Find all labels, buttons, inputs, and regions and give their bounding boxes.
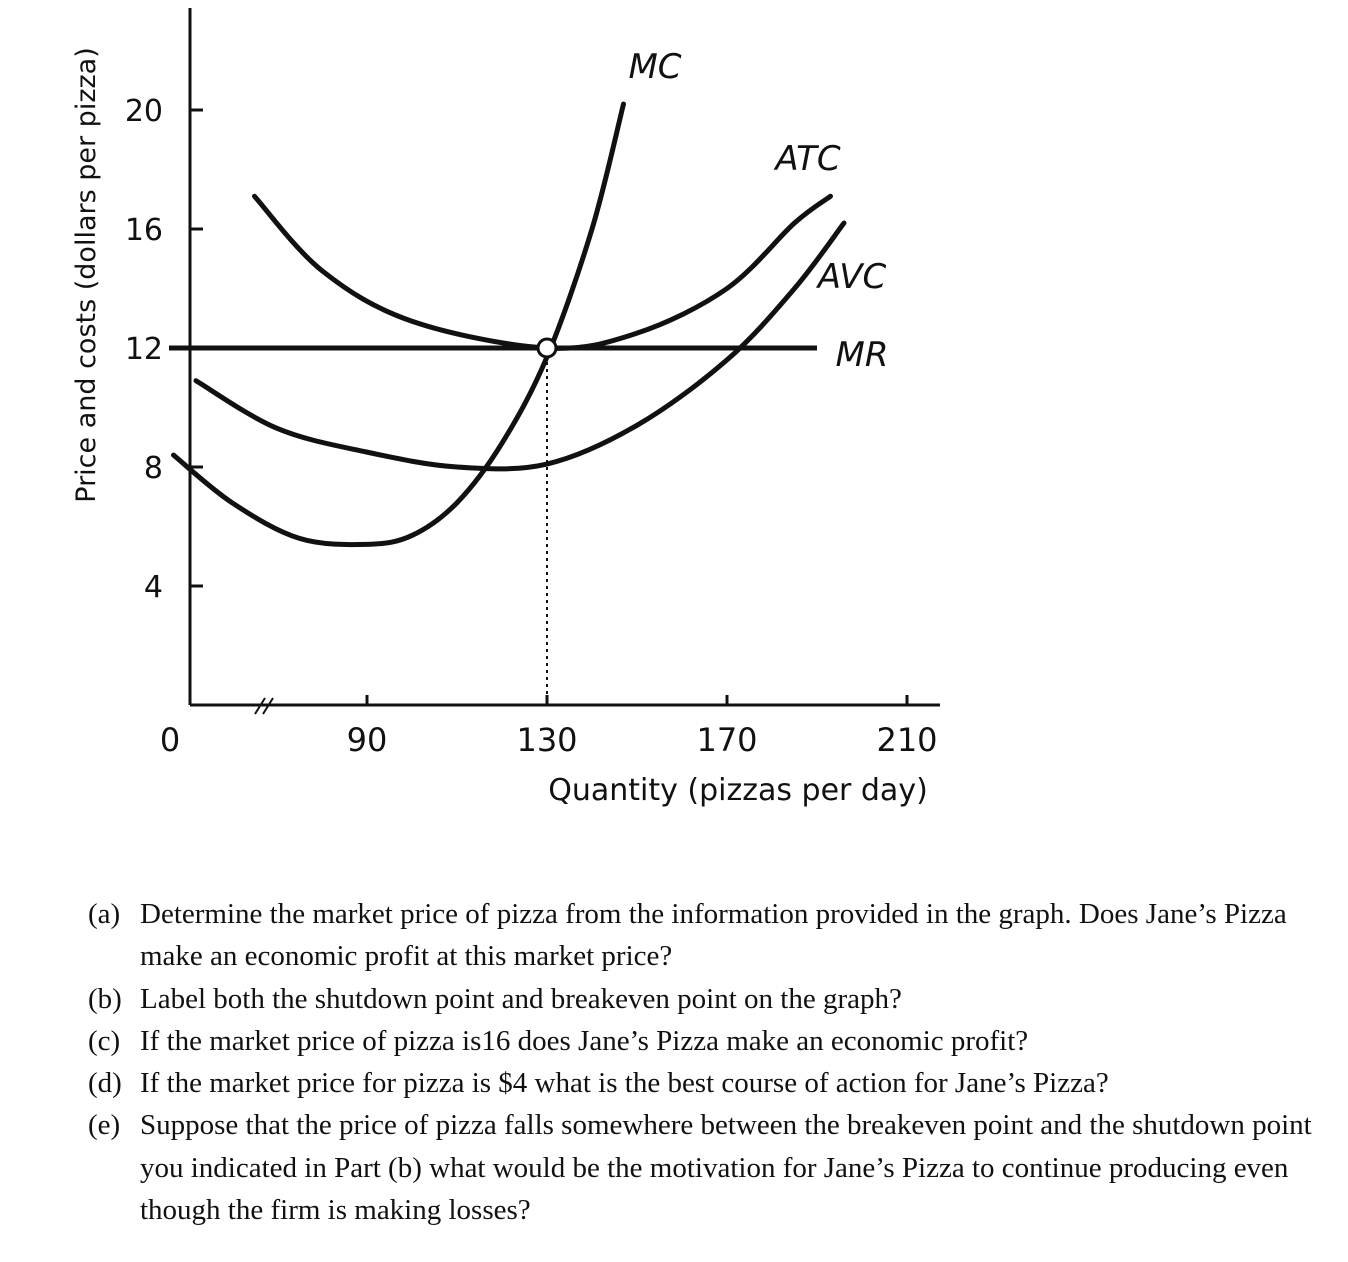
question-item: (a) Determine the market price of pizza f… <box>88 893 1318 978</box>
question-letter: (b) <box>88 982 122 1015</box>
y-axis-title: Price and costs (dollars per pizza) <box>71 47 102 502</box>
y-tick-label: 4 <box>144 570 163 605</box>
atc-label: ATC <box>773 139 841 179</box>
x-axis-title: Quantity (pizzas per day) <box>548 773 928 808</box>
axis-break-mark <box>262 697 274 715</box>
question-text: Label both the shutdown point and breake… <box>140 982 902 1015</box>
question-item: (e) Suppose that the price of pizza falls… <box>88 1104 1318 1231</box>
atc-curve <box>252 193 833 351</box>
y-tick-label: 20 <box>125 94 163 129</box>
question-letter: (d) <box>88 1067 122 1100</box>
question-item: (c) If the market price of pizza is16 doe… <box>88 1020 1318 1062</box>
question-letter: (e) <box>88 1109 121 1142</box>
mr-label: MR <box>836 335 889 375</box>
axis-break-mark <box>254 697 266 715</box>
chart-area: 4 8 12 16 20 90 130 170 210 0 Quantity (pizzas per… <box>71 8 940 808</box>
y-tick-label: 12 <box>125 332 163 367</box>
axes <box>188 8 940 715</box>
breakeven-point-marker <box>536 337 558 359</box>
question-item: (b) Label both the shutdown point and bre… <box>88 978 1318 1020</box>
question-text: If the market price for pizza is $4 what… <box>140 1067 1109 1100</box>
mc-curve <box>171 101 626 548</box>
x-tick-label: 170 <box>696 721 757 759</box>
question-text: Suppose that the price of pizza falls so… <box>140 1109 1312 1227</box>
labels: 4 8 12 16 20 90 130 170 210 0 Quantity (pizzas per… <box>71 47 938 808</box>
y-tick-label: 16 <box>125 213 163 248</box>
y-tick-label: 8 <box>144 451 163 486</box>
x-tick-label: 90 <box>347 721 388 759</box>
question-text: If the market price of pizza is16 does J… <box>140 1024 1029 1057</box>
x-tick-label: 130 <box>516 721 577 759</box>
question-list: (a) Determine the market price of pizza f… <box>88 893 1318 1231</box>
curves <box>169 101 847 705</box>
mc-label: MC <box>628 47 681 87</box>
question-item: (d) If the market price for pizza is $4 w… <box>88 1062 1318 1104</box>
x-tick-label: 210 <box>876 721 937 759</box>
question-letter: (c) <box>88 1024 121 1057</box>
avc-label: AVC <box>816 257 887 297</box>
cost-curves-chart: 4 8 12 16 20 90 130 170 210 0 Quantity (pizzas per… <box>71 8 940 808</box>
avc-curve <box>193 220 847 472</box>
question-letter: (a) <box>88 898 121 930</box>
origin-label: 0 <box>160 721 180 759</box>
question-text: Determine the market price of pizza from… <box>140 898 1287 973</box>
